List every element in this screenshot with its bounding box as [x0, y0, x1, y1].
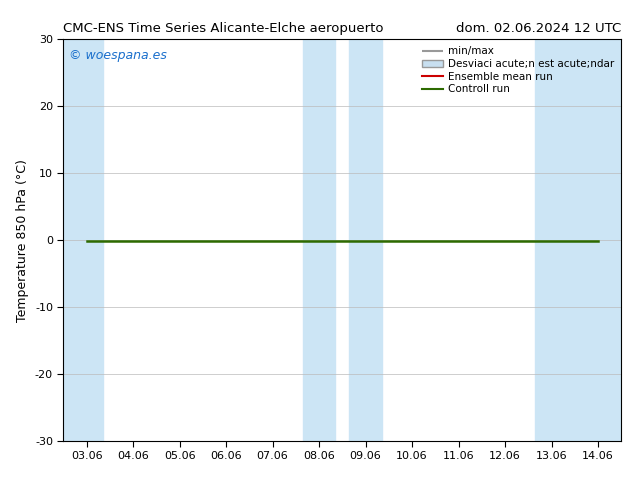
Y-axis label: Temperature 850 hPa (°C): Temperature 850 hPa (°C): [16, 159, 29, 321]
Text: © woespana.es: © woespana.es: [69, 49, 167, 62]
Legend: min/max, Desviaci acute;n est acute;ndar, Ensemble mean run, Controll run: min/max, Desviaci acute;n est acute;ndar…: [418, 42, 618, 98]
Bar: [349, 39, 382, 441]
Bar: [63, 39, 103, 441]
Bar: [535, 39, 621, 441]
Text: CMC-ENS Time Series Alicante-Elche aeropuerto: CMC-ENS Time Series Alicante-Elche aerop…: [63, 22, 384, 35]
Title: CMC-ENS Time Series Alicante-Elche aeropuerto          dom. 02.06.2024 12 UTC: CMC-ENS Time Series Alicante-Elche aerop…: [0, 489, 1, 490]
Bar: [303, 39, 335, 441]
Text: dom. 02.06.2024 12 UTC: dom. 02.06.2024 12 UTC: [456, 22, 621, 35]
